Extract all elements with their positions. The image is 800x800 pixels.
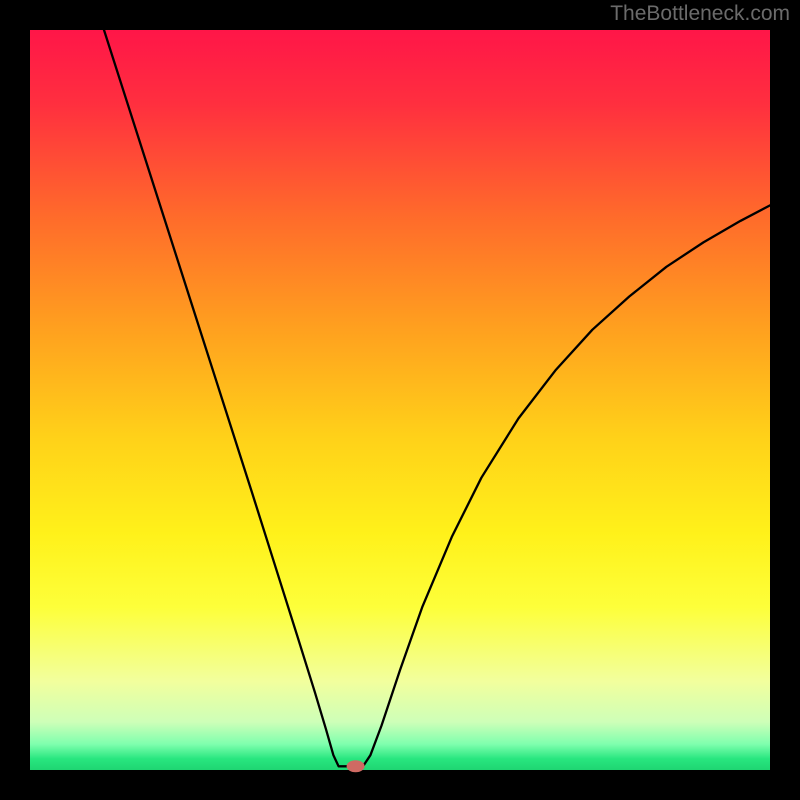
plot-background	[30, 30, 770, 770]
watermark-text: TheBottleneck.com	[610, 2, 790, 26]
chart-container: TheBottleneck.com	[0, 0, 800, 800]
optimal-point-marker	[347, 760, 365, 772]
bottleneck-chart	[0, 0, 800, 800]
